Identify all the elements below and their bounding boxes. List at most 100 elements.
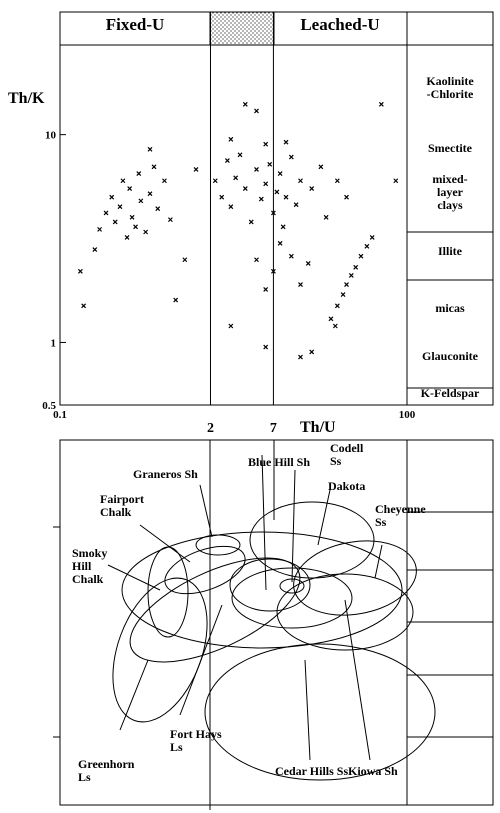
unit-label: Graneros Sh [133, 467, 198, 481]
point [97, 226, 103, 232]
y-axis-label: Th/K [8, 90, 45, 107]
point [305, 261, 311, 266]
x-tick-label: 7 [270, 421, 277, 436]
point [133, 224, 138, 230]
point [328, 316, 334, 322]
point [155, 206, 161, 212]
point [353, 264, 359, 270]
point [228, 323, 234, 329]
ellipse [204, 643, 436, 781]
point [318, 164, 324, 170]
ellipse [276, 573, 414, 651]
point [283, 194, 289, 200]
ellipse [195, 534, 241, 556]
y-tick-label: 1 [51, 337, 57, 349]
point [173, 297, 179, 303]
unit-label: Codell Ss [330, 441, 364, 468]
unit-label: Fort Hays Ls [170, 727, 222, 754]
point [219, 194, 225, 200]
point [147, 146, 153, 152]
point [378, 101, 384, 107]
y-tick-label: 0.5 [42, 400, 56, 412]
unit-label: Fairport Chalk [100, 492, 144, 519]
stipple-zone [209, 11, 275, 46]
x-axis-label: Th/U [300, 419, 336, 436]
point [277, 171, 283, 176]
point [393, 178, 399, 184]
point [298, 178, 303, 184]
point [293, 202, 299, 208]
point [237, 152, 243, 158]
point [263, 141, 269, 147]
point [309, 186, 315, 192]
point [147, 191, 153, 197]
mineral-label: Kaolinite -Chlorite [426, 74, 474, 101]
point [309, 349, 315, 355]
leader-lines [107, 454, 383, 761]
point [103, 210, 109, 216]
point [288, 253, 294, 259]
point [117, 204, 123, 210]
point [242, 101, 248, 107]
point [151, 164, 157, 170]
point [193, 167, 199, 172]
lower-structure [53, 440, 493, 810]
ellipse [249, 501, 375, 579]
unit-label: Greenhorn Ls [78, 757, 135, 784]
point [224, 158, 230, 164]
diagram-labels: Graneros Sh Blue Hill Sh Codell Ss Dakota… [72, 441, 426, 784]
point [277, 240, 283, 246]
mineral-label: Smectite [428, 141, 473, 155]
point [288, 154, 294, 160]
point [263, 344, 269, 350]
point [254, 257, 259, 263]
point [263, 181, 269, 187]
point [124, 235, 130, 240]
point [270, 268, 276, 274]
point [242, 186, 248, 192]
point [120, 178, 126, 184]
point [228, 204, 234, 210]
ellipse [129, 557, 301, 663]
point [129, 214, 135, 220]
point [344, 194, 349, 200]
point [298, 354, 303, 360]
ellipse [229, 558, 311, 612]
point [283, 139, 289, 145]
point [254, 167, 259, 172]
point [248, 219, 254, 225]
point [323, 214, 329, 220]
unit-label: Blue Hill Sh [248, 455, 310, 469]
point [364, 243, 370, 249]
mineral-label: Glauconite [422, 349, 479, 363]
ellipse [293, 540, 417, 616]
point [274, 189, 280, 195]
x-tick-label: 0.1 [53, 409, 67, 421]
point [340, 292, 346, 297]
point [228, 136, 234, 142]
mineral-dividers [407, 231, 493, 389]
point [280, 224, 286, 230]
point [109, 194, 115, 200]
point [258, 196, 264, 202]
point [344, 282, 349, 287]
x-tick-label: 100 [399, 409, 416, 421]
mineral-label: Illite [438, 244, 463, 258]
point [334, 178, 340, 184]
mineral-label: mixed-layer clays [432, 172, 467, 212]
mineral-label: K-Feldspar [421, 386, 480, 400]
point [77, 268, 83, 274]
unit-label: Cedar Hills Ss [275, 764, 348, 778]
point [334, 303, 340, 309]
mineral-label: micas [435, 301, 465, 315]
unit-label: Smoky Hill Chalk [72, 546, 107, 586]
point [369, 235, 375, 240]
ellipse [147, 546, 189, 638]
point [143, 229, 149, 235]
point [254, 108, 259, 114]
point [267, 161, 273, 167]
point [212, 178, 218, 184]
top-frame [59, 11, 494, 406]
unit-label: Kiowa Sh [348, 764, 398, 778]
